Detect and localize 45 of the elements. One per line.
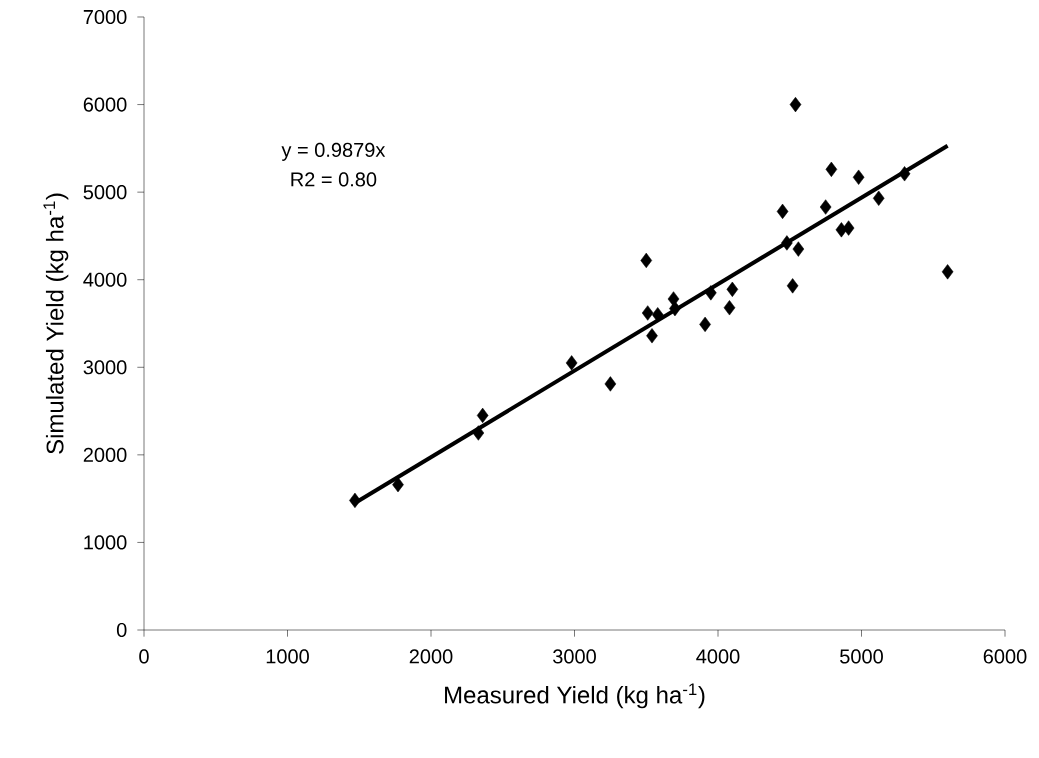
x-tick-label: 1000 [266, 649, 309, 664]
y-tick-label: 2000 [83, 447, 127, 462]
y-tick-label: 1000 [84, 535, 127, 550]
point [723, 300, 736, 316]
point [789, 96, 802, 113]
point [604, 376, 617, 392]
point [786, 278, 799, 294]
x-tick-label: 4000 [696, 649, 740, 664]
y-axis-title: Simulated Yield (kg ha$^{-1}$) [43, 193, 69, 454]
point [472, 425, 485, 441]
point [705, 285, 717, 301]
point [941, 264, 954, 280]
x-tick-label: 6000 [983, 649, 1027, 664]
annotation: y = 0.9879x [281, 142, 386, 161]
x-axis-title: Measured Yield (kg ha$^{-1}$) [445, 683, 705, 709]
x-tick-label: 0 [139, 649, 149, 664]
point [776, 203, 789, 220]
point [726, 281, 739, 297]
point [565, 355, 578, 371]
point [852, 169, 865, 185]
annotation: R2 = 0.80 [291, 172, 377, 187]
point [699, 316, 711, 332]
point [825, 161, 838, 177]
point [872, 190, 885, 206]
point [819, 199, 832, 215]
y-tick-label: 3000 [83, 360, 127, 375]
y-tick-label: 7000 [83, 9, 127, 25]
x-tick-label: 3000 [553, 649, 596, 664]
point [392, 477, 404, 493]
x-tick-label: 5000 [840, 649, 883, 664]
point [842, 220, 855, 236]
point [792, 241, 805, 257]
y-tick-label: 0 [116, 622, 127, 638]
x-tick-label: 2000 [409, 649, 453, 664]
y-tick-label: 6000 [83, 97, 127, 112]
y-tick-label: 4000 [83, 272, 127, 287]
point [669, 301, 681, 317]
point [641, 305, 654, 321]
point [640, 252, 653, 269]
point [781, 235, 793, 251]
y-tick-label: 5000 [83, 185, 127, 200]
point [349, 492, 361, 508]
point [898, 166, 911, 182]
point [646, 328, 658, 344]
point [476, 407, 489, 424]
